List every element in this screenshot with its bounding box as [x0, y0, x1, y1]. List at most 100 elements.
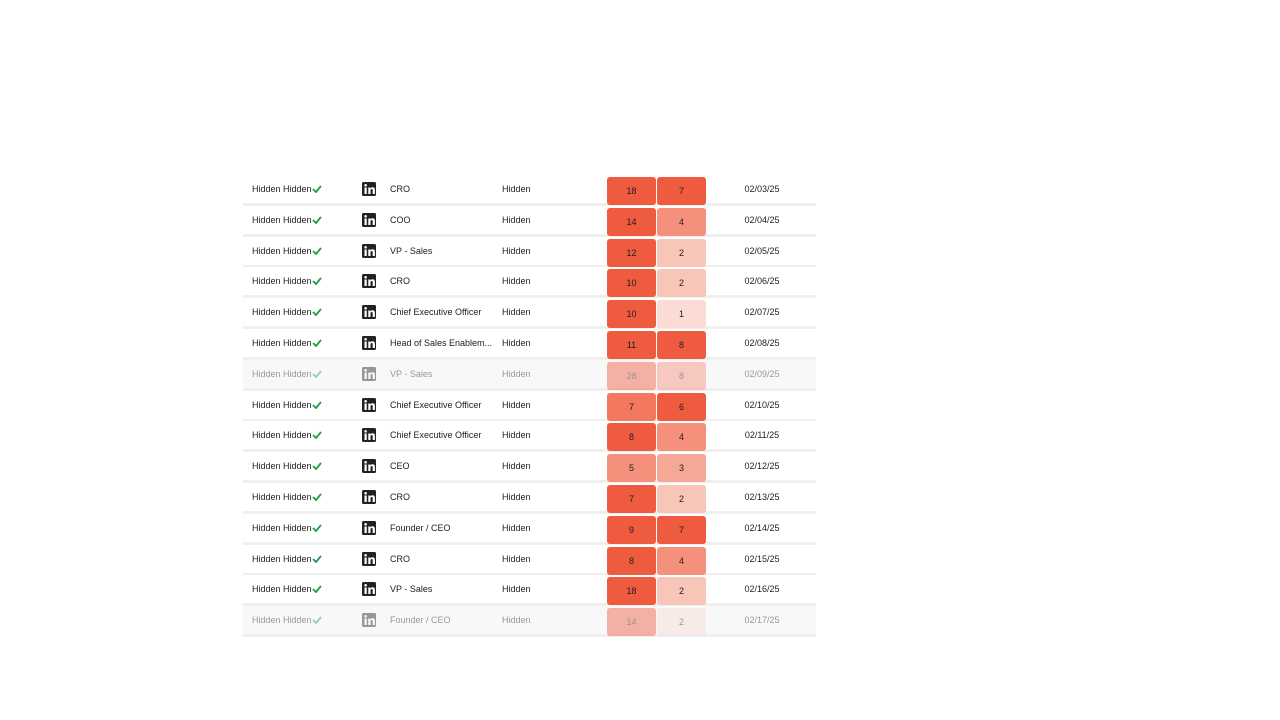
verified-check — [312, 585, 322, 594]
date: 02/15/25 — [744, 553, 780, 564]
linkedin-icon — [362, 212, 376, 227]
score-a: 10 — [607, 269, 656, 298]
verified-check — [312, 370, 322, 378]
linkedin-icon — [362, 613, 376, 628]
verified-check — [312, 247, 322, 255]
contact-name: Hidden Hidden — [252, 430, 312, 441]
company: Hidden — [502, 184, 531, 194]
company: Hidden — [502, 399, 531, 410]
verified-check — [312, 308, 322, 317]
date: 02/04/25 — [744, 214, 780, 225]
job-title: Founder / CEO — [390, 522, 451, 533]
company: Hidden — [502, 245, 531, 256]
table-row[interactable]: Hidden Hidden Founder / CEO Hidden 9 7 02/14/… — [243, 513, 816, 545]
table-row[interactable]: Hidden Hidden Founder / CEO Hidden 14 2 02/17… — [243, 606, 816, 638]
score-a: 18 — [607, 177, 656, 205]
table-row[interactable]: Hidden Hidden COO Hidden 14 4 02/04/25 — [243, 205, 816, 237]
linkedin-icon — [362, 582, 376, 597]
date: 02/10/25 — [744, 399, 780, 410]
linkedin-icon — [362, 274, 376, 289]
score-a: 10 — [607, 300, 656, 329]
job-title: CRO — [390, 184, 410, 194]
company: Hidden — [502, 214, 531, 225]
job-title: Chief Executive Officer — [390, 430, 482, 441]
table-row[interactable]: Hidden Hidden CRO Hidden 10 2 02/06/25 — [243, 267, 816, 299]
job-title: VP - Sales — [390, 368, 433, 379]
company: Hidden — [502, 430, 531, 441]
linkedin-icon — [362, 490, 376, 504]
contact-name: Hidden Hidden — [252, 615, 312, 626]
score-a: 14 — [607, 207, 656, 236]
company: Hidden — [502, 276, 531, 287]
job-title: Chief Executive Officer — [390, 307, 482, 318]
company: Hidden — [502, 553, 531, 564]
company: Hidden — [502, 368, 531, 379]
date: 02/08/25 — [744, 338, 780, 348]
verified-check — [312, 185, 322, 193]
company: Hidden — [502, 584, 531, 595]
verified-check — [312, 277, 322, 286]
contact-name: Hidden Hidden — [252, 399, 312, 410]
table-row[interactable]: Hidden Hidden CRO Hidden 7 2 02/13/25 — [243, 483, 816, 514]
job-title: Founder / CEO — [390, 615, 451, 626]
verified-check — [312, 493, 322, 501]
score-b: 7 — [657, 515, 706, 544]
company: Hidden — [502, 522, 531, 533]
date: 02/13/25 — [744, 492, 780, 502]
job-title: CRO — [390, 553, 410, 564]
company: Hidden — [502, 492, 531, 502]
company: Hidden — [502, 615, 531, 626]
contact-name: Hidden Hidden — [252, 492, 312, 502]
contact-name: Hidden Hidden — [252, 338, 312, 348]
linkedin-icon — [362, 428, 376, 443]
date: 02/06/25 — [744, 276, 780, 287]
table-row[interactable]: Hidden Hidden VP - Sales Hidden 12 2 02/05/25 — [243, 236, 816, 268]
score-b: 8 — [657, 331, 706, 359]
score-a: 12 — [607, 238, 656, 267]
job-title: VP - Sales — [390, 584, 433, 595]
score-b: 2 — [657, 485, 706, 513]
table-row[interactable]: Hidden Hidden VP - Sales Hidden 18 2 02/16/25 — [243, 575, 816, 607]
job-title: CRO — [390, 492, 410, 502]
score-b: 8 — [657, 361, 706, 390]
date: 02/16/25 — [744, 584, 780, 595]
score-b: 2 — [657, 608, 706, 637]
contact-name: Hidden Hidden — [252, 214, 312, 225]
contact-name: Hidden Hidden — [252, 553, 312, 564]
verified-check — [312, 524, 322, 532]
job-title: CRO — [390, 276, 410, 287]
date: 02/17/25 — [744, 615, 780, 626]
linkedin-icon — [362, 366, 376, 381]
score-a: 7 — [607, 392, 656, 421]
job-title: Head of Sales Enablem... — [390, 338, 493, 348]
job-title: VP - Sales — [390, 245, 433, 256]
verified-check — [312, 555, 322, 563]
table-row[interactable]: Hidden Hidden Chief Executive Officer Hidd… — [243, 421, 816, 453]
job-title: COO — [390, 214, 411, 225]
date: 02/09/25 — [744, 368, 780, 379]
verified-check — [312, 339, 322, 347]
table-row[interactable]: Hidden Hidden Chief Executive Officer Hidd… — [243, 390, 816, 422]
score-a: 9 — [607, 515, 656, 544]
date: 02/05/25 — [744, 245, 780, 256]
contact-name: Hidden Hidden — [252, 461, 312, 472]
score-a: 7 — [607, 485, 656, 513]
table-row[interactable]: Hidden Hidden VP - Sales Hidden 28 8 02/09/25 — [243, 359, 816, 391]
company: Hidden — [502, 338, 531, 348]
score-a: 28 — [607, 361, 656, 390]
linkedin-icon — [362, 459, 376, 474]
linkedin-icon — [362, 182, 376, 196]
table-row[interactable]: Hidden Hidden CRO Hidden 18 7 02/03/25 — [243, 175, 816, 206]
score-b: 2 — [657, 238, 706, 267]
linkedin-icon — [362, 551, 376, 566]
table-row[interactable]: Hidden Hidden CRO Hidden 8 4 02/15/25 — [243, 544, 816, 576]
linkedin-icon — [362, 397, 376, 412]
linkedin-icon — [362, 336, 376, 350]
company: Hidden — [502, 461, 531, 472]
date: 02/07/25 — [744, 307, 780, 318]
table-row[interactable]: Hidden Hidden Chief Executive Officer Hidd… — [243, 298, 816, 330]
table-row[interactable]: Hidden Hidden CEO Hidden 5 3 02/12/25 — [243, 452, 816, 484]
table-row[interactable]: Hidden Hidden Head of Sales Enablem... Hid… — [243, 329, 816, 360]
date: 02/14/25 — [744, 522, 780, 533]
